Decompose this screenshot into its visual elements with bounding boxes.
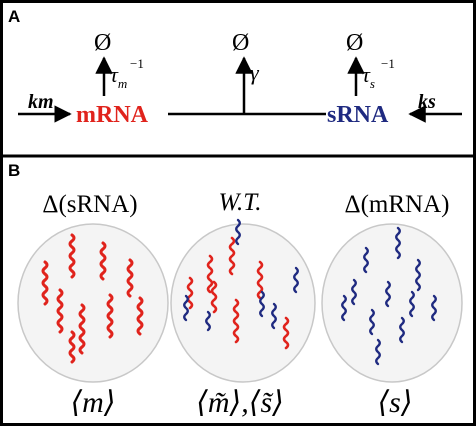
srna-molecule [293, 266, 299, 294]
srna-molecule [183, 294, 189, 322]
panel-a-label: A [8, 7, 20, 26]
mrna-molecule [99, 241, 107, 281]
col1-bottom-label: ⟨m⟩ [70, 386, 115, 419]
mrna-label: mRNA [76, 102, 149, 128]
mrna-molecule [136, 296, 144, 336]
mrna-molecule [126, 258, 134, 298]
cell-wild-type [170, 223, 316, 383]
col2-bottom-label: ⟨m̃⟩,⟨s̃⟩ [196, 386, 284, 419]
mrna-molecule [206, 254, 214, 294]
srna-molecule [341, 294, 347, 322]
mrna-molecule [232, 298, 240, 344]
tau-s-exponent: −1 [381, 56, 395, 71]
cell-srna-deletion [17, 223, 169, 383]
srna-molecule [399, 316, 405, 344]
panel-b-label: B [8, 161, 20, 180]
panel-b: B Δ(sRNA) W.T. Δ(mRNA) ⟨m⟩ ⟨m̃⟩,⟨s̃⟩ ⟨s⟩ [8, 161, 463, 419]
srna-molecule [431, 294, 437, 322]
mrna-molecule [186, 276, 194, 310]
srna-molecule [235, 218, 241, 246]
panel-a: A km mRNA sRNA ks Ø τm −1 Ø γ Ø τs −1 [8, 7, 462, 128]
tau-m-exponent: −1 [130, 56, 144, 71]
col1-title: Δ(sRNA) [42, 191, 137, 218]
srna-molecule [351, 278, 357, 306]
srna-molecule [415, 258, 421, 292]
mrna-molecule [68, 233, 76, 279]
srna-molecule [395, 226, 401, 260]
mrna-molecule [78, 303, 86, 355]
srna-molecule [259, 290, 265, 318]
mrna-molecule [256, 260, 264, 300]
srna-molecule [369, 308, 375, 336]
srna-null-symbol: Ø [346, 30, 363, 56]
srna-molecule [409, 290, 415, 318]
tau-s-symbol: τs [362, 62, 375, 91]
gamma-symbol: γ [250, 60, 260, 85]
rna-molecules [41, 218, 437, 366]
col3-bottom-label: ⟨s⟩ [377, 386, 412, 419]
mrna-molecule [210, 280, 218, 314]
mrna-molecule [68, 330, 76, 364]
cell-mrna-deletion [321, 223, 463, 383]
srna-molecule [385, 280, 391, 308]
mrna-molecule [282, 316, 290, 350]
mrna-molecule [106, 293, 114, 339]
gamma-null-symbol: Ø [232, 30, 249, 56]
mrna-molecule [228, 236, 236, 276]
col2-title: W.T. [218, 189, 261, 216]
srna-molecule [363, 246, 369, 274]
tau-m-symbol: τm [110, 62, 127, 91]
ks-rate-label: ks [418, 91, 436, 113]
srna-molecule [375, 338, 381, 366]
col3-title: Δ(mRNA) [345, 191, 450, 218]
mrna-molecule [56, 288, 64, 334]
mrna-null-symbol: Ø [94, 30, 111, 56]
km-rate-label: km [28, 91, 54, 113]
mrna-molecule [41, 260, 49, 306]
srna-molecule [205, 310, 211, 332]
srna-molecule [271, 302, 277, 330]
srna-label: sRNA [327, 102, 389, 128]
